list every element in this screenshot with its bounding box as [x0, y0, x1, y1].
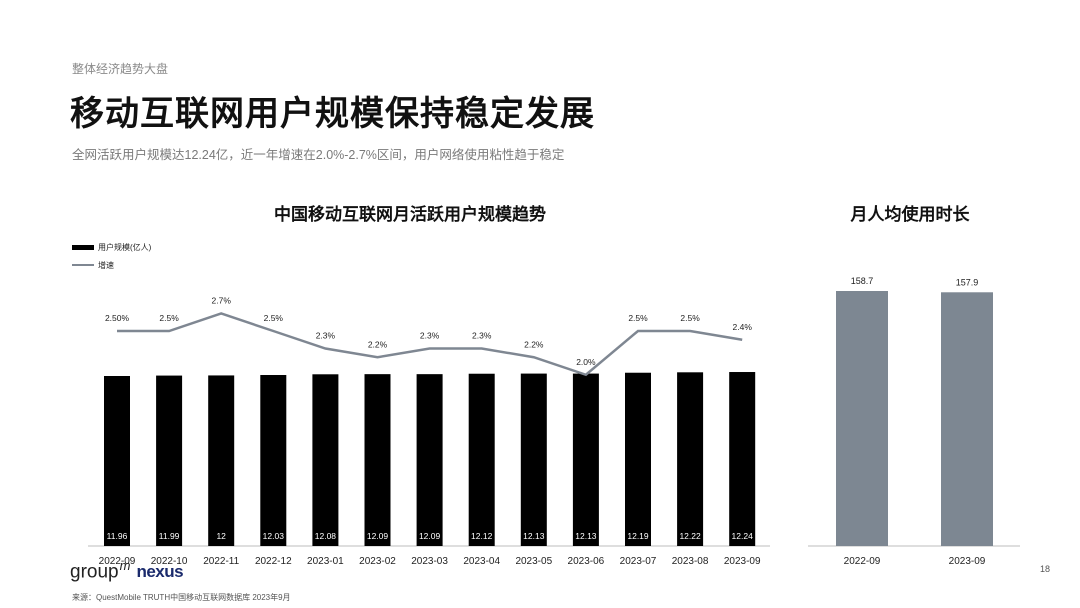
line-value-label: 2.2% — [524, 339, 544, 349]
bar — [416, 374, 443, 546]
bar-value-label: 12.12 — [471, 531, 493, 541]
line-value-label: 2.5% — [159, 313, 179, 323]
side-bar-value-label: 158.7 — [851, 276, 874, 286]
x-tick-label: 2023-05 — [515, 556, 552, 567]
bar — [104, 376, 130, 546]
bar-value-label: 12.08 — [315, 531, 337, 541]
line-value-label: 2.50% — [105, 313, 130, 323]
side-bar — [836, 291, 888, 546]
bar-value-label: 12 — [216, 531, 226, 541]
chart-legend: 用户规模(亿人) 增速 — [72, 238, 151, 274]
main-chart-title: 中国移动互联网月活跃用户规模趋势 — [274, 205, 546, 224]
side-x-tick-label: 2022-09 — [844, 556, 881, 567]
x-tick-label: 2022-10 — [151, 556, 188, 567]
x-tick-label: 2023-09 — [724, 556, 761, 567]
legend-item-line: 增速 — [72, 256, 151, 274]
side-bar — [941, 292, 993, 546]
bar — [156, 375, 183, 546]
bar-value-label: 12.09 — [367, 531, 389, 541]
x-tick-label: 2023-06 — [568, 556, 605, 567]
bar-value-label: 12.03 — [263, 531, 285, 541]
line-value-label: 2.0% — [576, 357, 596, 367]
page-number: 18 — [1040, 564, 1051, 574]
line-value-label: 2.7% — [212, 296, 232, 306]
logo-group-text: group — [70, 561, 119, 583]
line-value-label: 2.3% — [420, 331, 440, 341]
x-tick-label: 2023-07 — [620, 556, 657, 567]
line-value-label: 2.4% — [733, 322, 753, 332]
x-tick-label: 2023-01 — [307, 556, 344, 567]
line-value-label: 2.3% — [316, 331, 336, 341]
logo-nexus-text: nexus — [136, 562, 184, 582]
logo: groupm nexus — [70, 558, 184, 583]
bar-value-label: 12.22 — [679, 531, 701, 541]
page-subtitle: 全网活跃用户规模达12.24亿，近一年增速在2.0%-2.7%区间，用户网络使用… — [72, 148, 565, 162]
legend-bar-swatch — [72, 244, 94, 250]
bar — [625, 372, 651, 546]
side-x-tick-label: 2023-09 — [949, 556, 986, 567]
side-bar-value-label: 157.9 — [956, 277, 979, 287]
x-tick-label: 2022-09 — [99, 556, 136, 567]
x-tick-label: 2022-12 — [255, 556, 292, 567]
bar-value-label: 11.99 — [159, 531, 180, 541]
source-note: 来源：QuestMobile TRUTH中国移动互联网数据库 2023年9月 — [72, 593, 291, 602]
line-value-label: 2.5% — [264, 313, 284, 323]
bar-value-label: 12.13 — [575, 531, 597, 541]
bar — [312, 374, 339, 546]
x-tick-label: 2023-03 — [411, 556, 448, 567]
bar-value-label: 12.24 — [732, 531, 754, 541]
bar — [729, 372, 756, 546]
bar — [260, 375, 287, 546]
line-value-label: 2.5% — [628, 313, 648, 323]
x-tick-label: 2023-04 — [463, 556, 500, 567]
bar — [364, 374, 391, 546]
page-title: 移动互联网用户规模保持稳定发展 — [70, 95, 595, 133]
bar-value-label: 11.96 — [107, 531, 128, 541]
bar — [468, 373, 495, 546]
growth-line — [117, 312, 743, 377]
legend-bar-label: 用户规模(亿人) — [98, 242, 152, 252]
x-tick-label: 2023-08 — [672, 556, 709, 567]
legend-item-bar: 用户规模(亿人) — [72, 238, 151, 256]
logo-m-text: m — [119, 558, 131, 573]
line-value-label: 2.5% — [680, 313, 700, 323]
line-value-label: 2.3% — [472, 331, 492, 341]
line-value-label: 2.2% — [368, 339, 388, 349]
bar — [208, 375, 235, 546]
x-tick-label: 2022-11 — [203, 556, 239, 567]
bar — [572, 373, 599, 546]
legend-line-swatch — [72, 264, 94, 266]
kicker-text: 整体经济趋势大盘 — [72, 62, 169, 76]
bar — [520, 373, 547, 546]
side-chart-title: 月人均使用时长 — [850, 205, 970, 224]
bar-value-label: 12.13 — [523, 531, 545, 541]
bar — [677, 372, 704, 546]
bar-value-label: 12.19 — [627, 531, 649, 541]
legend-line-label: 增速 — [98, 260, 114, 270]
x-tick-label: 2023-02 — [359, 556, 396, 567]
bar-value-label: 12.09 — [419, 531, 441, 541]
